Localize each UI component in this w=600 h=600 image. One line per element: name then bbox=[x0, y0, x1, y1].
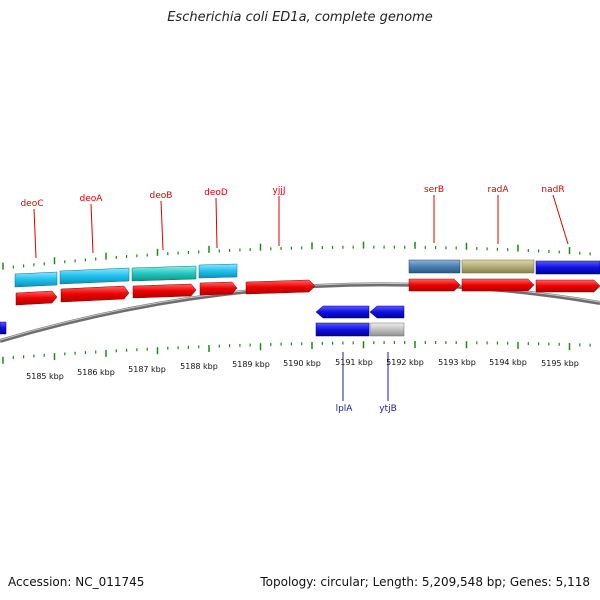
kbp-label: 5189 kbp bbox=[232, 360, 270, 369]
kbp-label: 5188 kbp bbox=[180, 362, 218, 371]
feature-serB bbox=[408, 259, 461, 274]
gene-label-deoA: deoA bbox=[80, 194, 104, 204]
cds-arrow-deoD bbox=[199, 281, 238, 296]
kbp-label: 5193 kbp bbox=[438, 358, 476, 367]
cds-arrow-deoA bbox=[60, 285, 130, 303]
cds-arrow-yjjJ bbox=[245, 279, 316, 295]
feature-deoC bbox=[14, 271, 58, 288]
kbp-label: 5194 kbp bbox=[489, 358, 527, 367]
gene-label-deoD: deoD bbox=[204, 188, 228, 198]
feature-lplA bbox=[315, 322, 370, 337]
feature-ytjB bbox=[369, 322, 405, 337]
gene-label-deoB: deoB bbox=[150, 191, 173, 201]
cds-arrow-deoC bbox=[15, 290, 58, 306]
feature-deoB bbox=[131, 265, 197, 282]
gene-label-lplA: lplA bbox=[336, 404, 354, 414]
kbp-axis-labels: 5185 kbp 5186 kbp 5187 kbp 5188 kbp 5189… bbox=[26, 358, 579, 381]
kbp-label: 5195 kbp bbox=[541, 359, 579, 368]
gene-label-radA: radA bbox=[487, 185, 509, 195]
kbp-label: 5192 kbp bbox=[386, 358, 424, 367]
kbp-label: 5191 kbp bbox=[335, 358, 373, 367]
cds-arrow-left-edge bbox=[0, 321, 7, 335]
leader-deoC bbox=[33, 208, 37, 259]
kbp-label: 5185 kbp bbox=[26, 372, 64, 381]
cds-arrow-radA bbox=[461, 278, 535, 292]
kbp-label: 5190 kbp bbox=[283, 359, 321, 368]
gene-label-nadR: nadR bbox=[541, 185, 564, 195]
gene-label-ytjB: ytjB bbox=[379, 404, 397, 414]
cds-arrow-deoB bbox=[132, 283, 197, 299]
bottom-tick-row bbox=[2, 340, 591, 364]
top-tick-row bbox=[2, 241, 591, 270]
feature-deoD bbox=[198, 263, 238, 279]
gene-label-yjjJ: yjjJ bbox=[273, 186, 286, 196]
feature-radA bbox=[461, 259, 535, 274]
leader-deoA bbox=[90, 203, 94, 254]
feature-nadR bbox=[535, 260, 600, 275]
feature-deoA bbox=[59, 267, 130, 285]
gene-track-features bbox=[14, 259, 600, 288]
gene-track-forward-cds bbox=[15, 278, 600, 306]
genome-title: Escherichia coli ED1a, complete genome bbox=[167, 10, 433, 25]
cds-arrow-lplA bbox=[315, 305, 370, 319]
leader-deoD bbox=[215, 197, 218, 249]
cds-arrow-serB bbox=[408, 278, 461, 292]
leader-nadR bbox=[552, 194, 569, 245]
kbp-label: 5187 kbp bbox=[128, 365, 166, 374]
gene-label-deoC: deoC bbox=[20, 199, 43, 209]
genome-summary-text: Topology: circular; Length: 5,209,548 bp… bbox=[260, 575, 590, 589]
cds-arrow-nadR bbox=[535, 279, 600, 293]
leader-deoB bbox=[160, 200, 164, 251]
accession-text: Accession: NC_011745 bbox=[8, 575, 145, 589]
cds-arrow-ytjB bbox=[369, 305, 405, 319]
gene-track-reverse-cds bbox=[0, 305, 405, 337]
gene-label-serB: serB bbox=[424, 185, 444, 195]
kbp-label: 5186 kbp bbox=[77, 368, 115, 377]
